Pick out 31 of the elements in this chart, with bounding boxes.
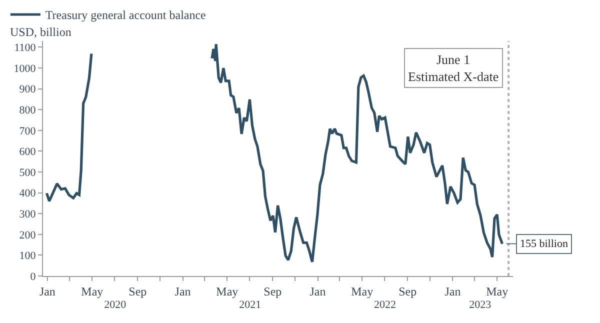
y-tick-label: 1000: [14, 62, 36, 75]
x-tick-label: Jan: [444, 284, 461, 298]
y-tick-label: 300: [19, 208, 36, 220]
x-tick-label: May: [81, 284, 104, 298]
y-tick-label: 100: [19, 250, 36, 262]
x-tick-label: Jan: [174, 284, 191, 298]
x2-tick-label: 2021: [239, 299, 262, 311]
x-tick-label: May: [486, 284, 508, 298]
y-tick-label: 500: [19, 166, 36, 179]
y-tick-label: 600: [19, 146, 36, 158]
y-tick-label: 1100: [14, 42, 36, 54]
x-tick-label: May: [216, 284, 238, 298]
y-axis-title: USD, billion: [10, 25, 72, 39]
y-tick-label: 400: [19, 188, 36, 200]
x-tick-label: Sep: [264, 284, 282, 298]
x-tick-label: May: [351, 284, 374, 298]
x-tick-label: Sep: [128, 284, 147, 298]
x-tick-label: Sep: [398, 284, 417, 298]
legend-label: Treasury general account balance: [45, 8, 206, 22]
y-tick-label: 700: [19, 125, 36, 138]
ref-line-label: June 1 Estimated X-date: [408, 52, 499, 84]
y-tick-label: 200: [19, 229, 36, 242]
x2-tick-label: 2020: [104, 299, 127, 311]
x-tick-label: Jan: [39, 284, 56, 298]
y-tick-label: 0: [30, 270, 36, 283]
y-tick-label: 800: [19, 104, 36, 116]
y-tick-label: 900: [19, 84, 36, 96]
annotation: 155 billion: [520, 238, 568, 250]
x2-tick-label: 2023: [469, 299, 492, 311]
x-tick-label: Jan: [310, 284, 326, 298]
x2-tick-label: 2022: [374, 299, 396, 311]
